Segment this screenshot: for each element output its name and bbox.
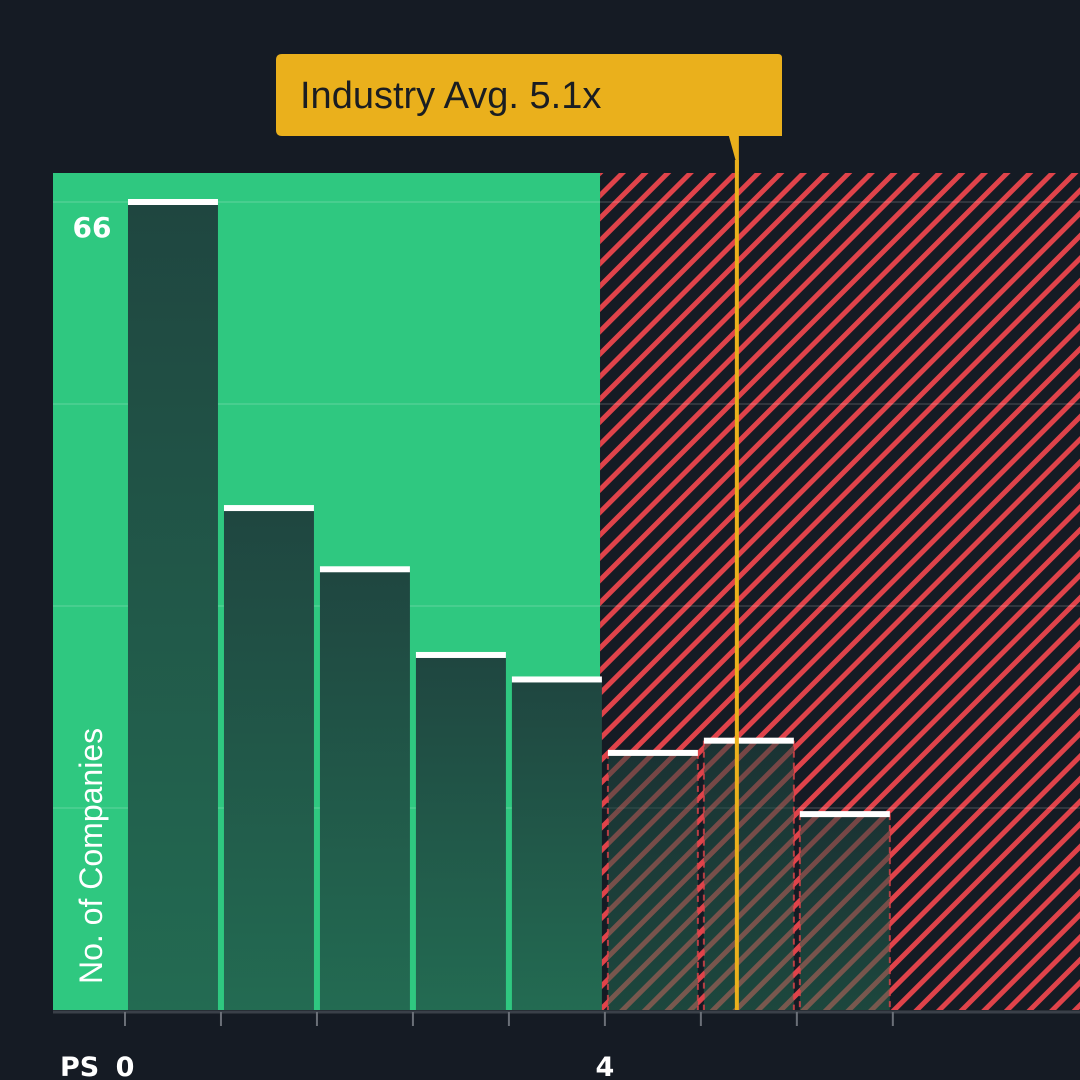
histogram-bar xyxy=(319,566,410,1010)
histogram-bars xyxy=(127,199,891,1010)
bar-top-line xyxy=(415,651,506,658)
histogram-bar xyxy=(223,505,314,1010)
histogram-bar xyxy=(415,651,506,1010)
bar-top-line xyxy=(223,505,314,512)
bar-top-line xyxy=(319,566,410,573)
bar-body xyxy=(607,752,698,1010)
bar-body xyxy=(511,679,602,1010)
bar-body xyxy=(127,202,218,1010)
x-axis-label: PS xyxy=(60,1052,99,1080)
bar-body xyxy=(415,654,506,1010)
x-tick-label: 0 xyxy=(116,1052,135,1080)
max-count-label: 66 xyxy=(73,211,112,244)
bar-top-line xyxy=(607,749,698,756)
histogram-bar xyxy=(702,737,795,1010)
bar-top-line xyxy=(799,811,890,818)
industry-avg-label: Industry Avg. 5.1x xyxy=(300,75,601,117)
histogram-bar xyxy=(798,811,891,1010)
histogram-bar xyxy=(511,676,602,1010)
bar-body xyxy=(703,740,794,1010)
bar-body xyxy=(319,569,410,1010)
y-axis-label: No. of Companies xyxy=(73,728,109,984)
bar-body xyxy=(799,814,890,1010)
x-tick-label: 4 xyxy=(595,1052,614,1080)
histogram-bar xyxy=(127,199,218,1010)
bar-top-line xyxy=(511,676,602,683)
industry-avg-callout xyxy=(276,54,782,172)
bar-top-line xyxy=(703,737,794,744)
industry-avg-marker: Industry Avg. 5.1x xyxy=(276,54,782,1010)
bar-body xyxy=(223,508,314,1010)
bar-top-line xyxy=(127,199,218,205)
histogram-bar xyxy=(606,749,699,1010)
